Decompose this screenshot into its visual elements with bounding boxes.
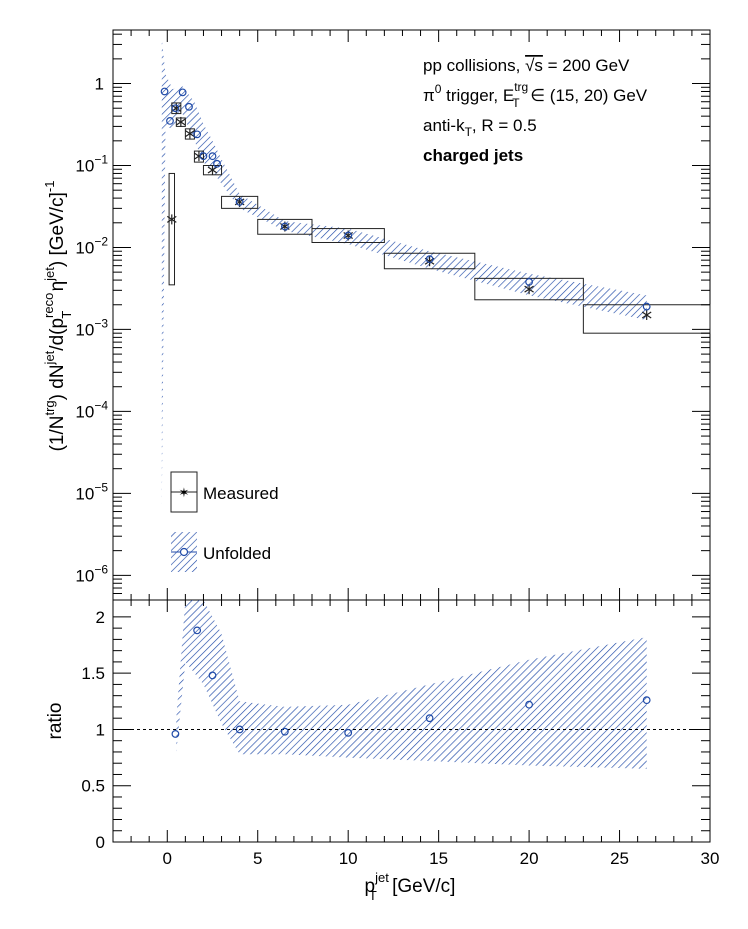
y-tick-label: 10−3 — [75, 316, 108, 339]
main-frame — [112, 29, 711, 601]
ratio-frame — [112, 599, 711, 843]
unfolded-point — [280, 222, 289, 231]
x-tick-label: 0 — [163, 849, 172, 868]
measured-point — [202, 165, 223, 176]
annotation-line-3: anti-kT, R = 0.5 — [423, 116, 537, 139]
measured-marker-d2 — [176, 118, 186, 126]
ratio-point — [171, 730, 180, 738]
annotation-line-4: charged jets — [423, 146, 523, 165]
unfolded-point — [171, 104, 180, 113]
measured-point — [582, 304, 711, 334]
unfolded-point — [425, 255, 434, 264]
main-y-ticks: 10−6 10−5 10−4 10−3 10−2 10−1 1 — [75, 33, 710, 601]
measured-marker-d2 — [641, 311, 652, 319]
annotation-line-1: pp collisions, √s = 200 GeV — [423, 56, 630, 75]
ratio-x-ticks: 0 5 10 15 20 25 30 — [112, 600, 720, 868]
x-tick-label: 20 — [520, 849, 539, 868]
unfolded-series — [160, 87, 651, 311]
main-y-axis-label: (1/Ntrg) dNjet/d(preco T ηjet) [GeV/c]-1 — [41, 181, 74, 452]
measured-marker-d2 — [185, 130, 195, 138]
ratio-series — [171, 626, 651, 738]
y-tick-label: 10−1 — [75, 153, 108, 176]
ratio-y-tick-label: 0 — [96, 833, 105, 852]
ratio-point — [525, 700, 533, 709]
ratio-point — [344, 728, 353, 737]
unfolded-point — [344, 231, 353, 240]
ratio-y-tick-label: 0.5 — [81, 777, 105, 796]
measured-point — [166, 172, 177, 286]
ratio-y-tick-label: 1 — [96, 720, 105, 739]
unfolded-point — [193, 130, 202, 139]
main-x-ticks — [112, 30, 711, 600]
ratio-point — [642, 696, 651, 705]
unfolded-point — [185, 102, 193, 111]
unfolded-point — [199, 152, 208, 161]
ratio-y-tick-label: 2 — [96, 608, 105, 627]
unfolded-point — [208, 152, 217, 161]
ratio-y-axis-label: ratio — [45, 703, 66, 740]
x-tick-label: 15 — [429, 849, 448, 868]
legend-entry-measured: ✶ Measured — [170, 471, 279, 513]
x-tick-label: 10 — [339, 849, 358, 868]
ratio-point — [280, 727, 289, 736]
x-axis-label: pjet T [GeV/c] — [365, 870, 456, 903]
x-tick-label: 25 — [610, 849, 629, 868]
main-panel: 10−6 10−5 10−4 10−3 10−2 10−1 1 pp collisions,… — [41, 29, 711, 601]
unfolded-point — [160, 87, 169, 96]
ratio-point — [193, 626, 202, 635]
annotation-line-2: π0 trigger, Etrg T ∈ (15, 20) GeV — [423, 80, 648, 110]
measured-syst-box — [582, 304, 711, 334]
measured-syst-box — [193, 150, 204, 163]
y-tick-label: 1 — [95, 75, 104, 94]
measured-syst-box — [221, 195, 259, 209]
legend-entry-unfolded: Unfolded — [171, 532, 271, 572]
ratio-point — [208, 671, 217, 680]
ratio-band-area — [176, 600, 647, 769]
y-tick-label: 10−5 — [75, 480, 108, 503]
measured-marker-d2 — [524, 285, 534, 293]
ratio-y-tick-label: 1.5 — [81, 664, 105, 683]
measured-marker-d2 — [207, 166, 218, 174]
ratio-point — [235, 725, 244, 734]
x-tick-label: 30 — [701, 849, 720, 868]
measured-point — [474, 277, 584, 301]
y-tick-label: 10−6 — [75, 562, 108, 585]
measured-syst-box — [168, 172, 176, 286]
unfolded-point — [166, 117, 174, 125]
ratio-uncertainty-band — [176, 600, 647, 769]
unfolded-band-area — [161, 38, 647, 507]
unfolded-point — [235, 197, 244, 206]
measured-syst-box — [383, 252, 476, 270]
annotation-block: pp collisions, √s = 200 GeV π0 trigger, … — [423, 56, 648, 165]
legend-unfolded-marker — [179, 547, 189, 557]
ratio-panel: 0 5 10 15 20 25 30 0 0.5 1 1.5 2 ratio pjet T [GeV/… — [45, 599, 720, 903]
measured-syst-box — [311, 228, 385, 243]
legend-measured-label: Measured — [203, 484, 279, 503]
measured-syst-box — [257, 218, 313, 235]
unfolded-point — [525, 278, 533, 286]
ratio-y-ticks: 0 0.5 1 1.5 2 — [81, 608, 710, 852]
y-tick-label: 10−2 — [75, 234, 108, 257]
legend-unfolded-label: Unfolded — [203, 544, 271, 563]
unfolded-point — [178, 88, 187, 97]
unfolded-point — [213, 159, 221, 168]
ratio-point — [425, 714, 434, 723]
y-tick-label: 10−4 — [75, 398, 108, 421]
measured-marker-d2 — [166, 215, 177, 223]
legend-measured-marker: ✶ — [179, 485, 190, 500]
legend: ✶ Measured Unfolded — [170, 471, 279, 572]
unfolded-point — [642, 302, 651, 311]
measured-marker-d2 — [194, 152, 204, 160]
unfolded-uncertainty-band — [161, 38, 647, 507]
measured-point — [175, 116, 186, 127]
measured-point — [193, 150, 204, 163]
x-tick-label: 5 — [253, 849, 262, 868]
